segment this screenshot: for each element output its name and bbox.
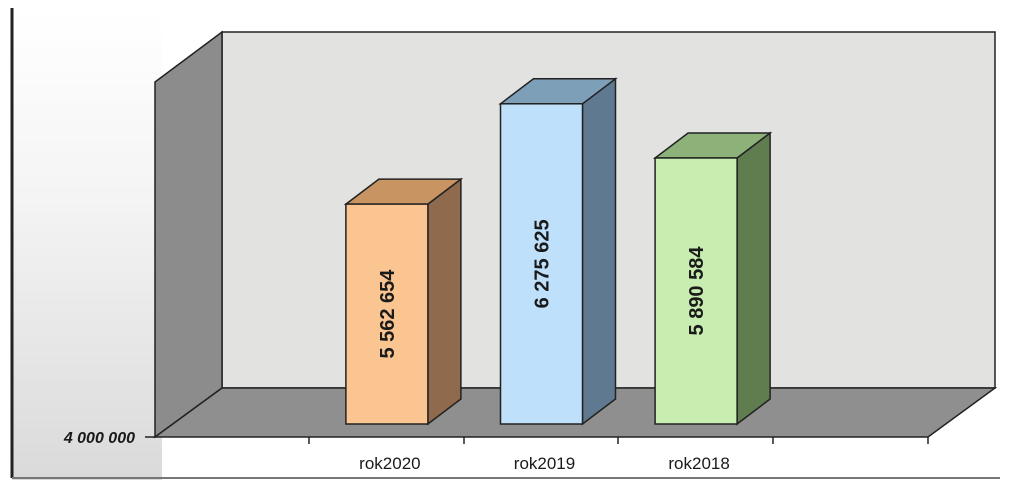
bar-side-rok2020 [427,177,462,426]
category-label: rok2020 [359,454,420,473]
category-label: rok2019 [514,454,575,473]
category-label: rok2018 [668,454,729,473]
y-tick-label: 4 000 000 [63,430,135,447]
bar-side-rok2018 [736,131,771,426]
bar-front-rok2020 [345,203,429,425]
bar-side-rok2019 [581,77,617,426]
margin-shading [12,10,162,480]
side-wall [154,30,223,439]
bar-front-rok2018 [654,157,738,425]
data-label: 5 890 584 [686,246,708,336]
data-label: 5 562 654 [377,269,399,359]
bar-front-rok2019 [499,103,584,425]
data-label: 6 275 625 [532,219,554,308]
bar-group: 5 562 654 rok2020 6 275 625 rok2019 5 890 58… [343,77,773,473]
